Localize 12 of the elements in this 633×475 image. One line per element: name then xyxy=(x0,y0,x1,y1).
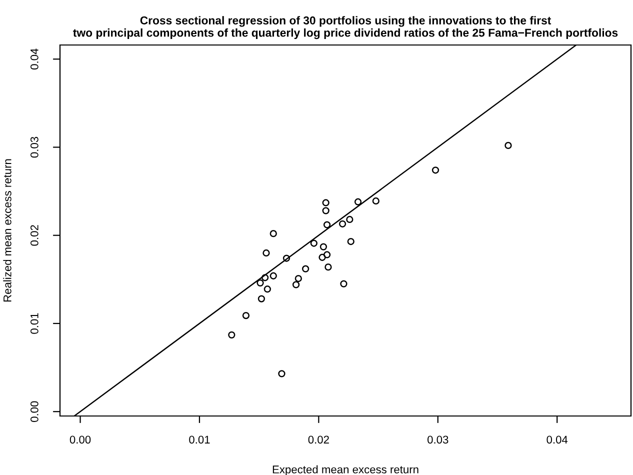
y-tick-label: 0.00 xyxy=(30,401,38,422)
y-axis-title: Realized mean excess return xyxy=(3,159,12,302)
x-tick-label: 0.03 xyxy=(428,436,448,444)
x-tick-label: 0.00 xyxy=(70,436,91,444)
y-tick-label: 0.04 xyxy=(30,48,38,70)
y-tick-label: 0.02 xyxy=(30,225,38,246)
chart-title: Cross sectional regression of 30 portfolios using the innovations to the first two principal components of the quarterly log price dividend ratios of the 25 Fama−French portfolios xyxy=(73,16,618,40)
y-tick-label: 0.03 xyxy=(30,136,38,158)
y-tick-label: 0.01 xyxy=(30,313,38,334)
x-tick-label: 0.04 xyxy=(546,436,568,444)
x-tick-label: 0.02 xyxy=(308,436,329,444)
x-tick-label: 0.01 xyxy=(189,436,210,444)
